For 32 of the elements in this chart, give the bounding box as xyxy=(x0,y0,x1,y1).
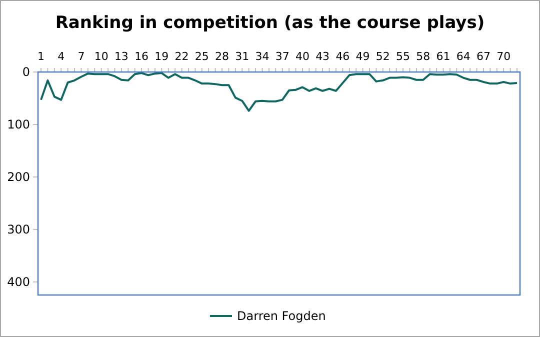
x-tick-label: 37 xyxy=(275,50,290,63)
x-tick-label: 52 xyxy=(376,50,390,63)
x-tick-label: 28 xyxy=(215,50,230,63)
x-tick-label: 55 xyxy=(396,50,410,63)
y-tick-label: 0 xyxy=(22,65,30,79)
x-tick-label: 22 xyxy=(174,50,189,63)
x-tick-label: 7 xyxy=(78,50,85,63)
legend-label: Darren Fogden xyxy=(237,309,326,323)
x-tick-label: 13 xyxy=(114,50,128,63)
x-tick-label: 34 xyxy=(255,50,270,63)
x-tick-label: 10 xyxy=(94,50,108,63)
x-tick-label: 49 xyxy=(356,50,370,63)
y-tick-label: 300 xyxy=(7,222,30,236)
x-tick-label: 31 xyxy=(235,50,250,63)
y-tick-label: 200 xyxy=(7,170,30,184)
x-tick-label: 1 xyxy=(38,50,44,63)
chart-title: Ranking in competition (as the course plays) xyxy=(55,13,485,33)
line-series xyxy=(40,72,518,112)
x-tick-label: 64 xyxy=(456,50,470,63)
x-tick-label: 25 xyxy=(194,50,209,63)
x-tick-label: 70 xyxy=(496,50,511,63)
y-tick-label: 100 xyxy=(7,117,30,132)
x-tick-label: 19 xyxy=(154,50,169,63)
x-tick-label: 67 xyxy=(476,50,490,63)
y-tick-label: 400 xyxy=(7,274,30,289)
x-tick-label: 40 xyxy=(295,50,310,63)
x-tick-label: 43 xyxy=(316,50,330,63)
x-tick-label: 61 xyxy=(436,50,450,63)
x-tick-label: 4 xyxy=(58,50,65,63)
x-tick-label: 16 xyxy=(134,50,149,63)
x-tick-label: 46 xyxy=(336,50,350,63)
x-tick-label: 58 xyxy=(416,50,430,63)
